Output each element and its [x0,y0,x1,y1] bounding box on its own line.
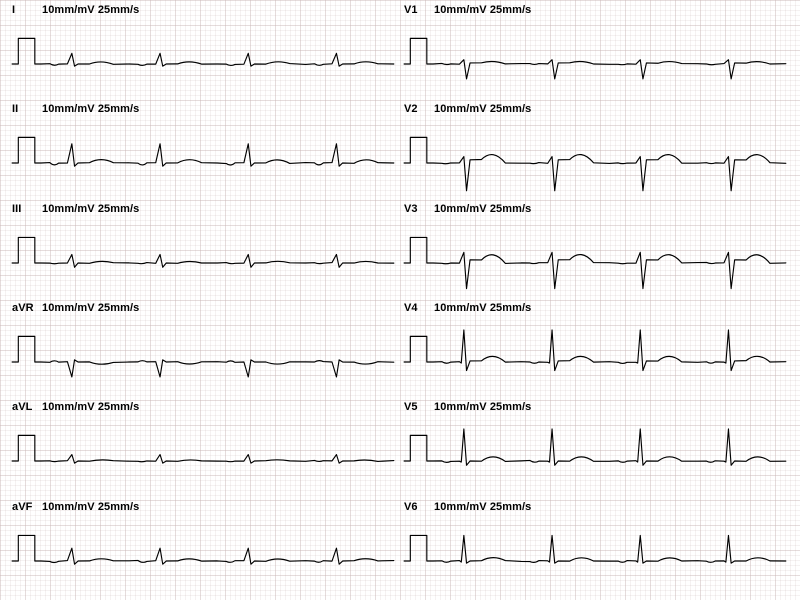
lead-cell-v3: V310mm/mV 25mm/s [400,201,792,300]
lead-scale-label: 10mm/mV 25mm/s [434,203,531,215]
lead-trace-svg [8,16,400,101]
ecg-waveform-v3 [404,237,786,288]
lead-name-label: V3 [404,203,432,215]
lead-scale-label: 10mm/mV 25mm/s [434,302,531,314]
lead-scale-label: 10mm/mV 25mm/s [42,4,139,16]
lead-scale-label: 10mm/mV 25mm/s [42,401,139,413]
ecg-waveform-iii [12,237,394,267]
lead-name-label: I [12,4,40,16]
lead-scale-label: 10mm/mV 25mm/s [42,302,139,314]
lead-scale-label: 10mm/mV 25mm/s [42,203,139,215]
lead-header: V310mm/mV 25mm/s [400,203,792,215]
lead-cell-v4: V410mm/mV 25mm/s [400,300,792,399]
lead-header: I10mm/mV 25mm/s [8,4,400,16]
lead-trace-wrap [8,513,400,598]
lead-cell-ii: II10mm/mV 25mm/s [8,101,400,200]
lead-header: V210mm/mV 25mm/s [400,103,792,115]
lead-cell-avl: aVL10mm/mV 25mm/s [8,399,400,498]
ecg-lead-grid: I10mm/mV 25mm/sII10mm/mV 25mm/sIII10mm/m… [0,0,800,600]
lead-scale-label: 10mm/mV 25mm/s [42,501,139,513]
lead-header: V510mm/mV 25mm/s [400,401,792,413]
lead-name-label: V5 [404,401,432,413]
lead-header: V410mm/mV 25mm/s [400,302,792,314]
lead-trace-svg [8,314,400,399]
lead-trace-svg [8,413,400,498]
lead-header: aVF10mm/mV 25mm/s [8,501,400,513]
lead-trace-wrap [8,413,400,498]
lead-cell-v2: V210mm/mV 25mm/s [400,101,792,200]
lead-trace-svg [400,215,792,300]
ecg-waveform-avl [12,436,394,464]
ecg-waveform-v2 [404,138,786,191]
ecg-waveform-v4 [404,330,786,371]
lead-trace-wrap [8,314,400,399]
lead-trace-wrap [400,513,792,598]
lead-cell-v5: V510mm/mV 25mm/s [400,399,792,498]
lead-trace-svg [8,115,400,200]
lead-trace-svg [8,513,400,598]
lead-header: V610mm/mV 25mm/s [400,501,792,513]
lead-cell-avr: aVR10mm/mV 25mm/s [8,300,400,399]
lead-name-label: aVF [12,501,40,513]
lead-trace-svg [400,16,792,101]
ecg-waveform-v1 [404,38,786,79]
lead-trace-wrap [400,16,792,101]
lead-cell-v6: V610mm/mV 25mm/s [400,499,792,598]
lead-name-label: V6 [404,501,432,513]
lead-trace-wrap [8,16,400,101]
ecg-waveform-ii [12,138,394,167]
lead-name-label: V1 [404,4,432,16]
lead-header: III10mm/mV 25mm/s [8,203,400,215]
ecg-waveform-avf [12,535,394,564]
lead-trace-wrap [8,115,400,200]
lead-scale-label: 10mm/mV 25mm/s [434,501,531,513]
lead-trace-svg [400,115,792,200]
lead-trace-svg [400,314,792,399]
ecg-waveform-v5 [404,429,786,465]
lead-scale-label: 10mm/mV 25mm/s [434,4,531,16]
lead-cell-iii: III10mm/mV 25mm/s [8,201,400,300]
lead-name-label: V2 [404,103,432,115]
ecg-waveform-avr [12,336,394,377]
lead-cell-i: I10mm/mV 25mm/s [8,2,400,101]
ecg-waveform-i [12,38,394,66]
lead-name-label: III [12,203,40,215]
lead-header: aVR10mm/mV 25mm/s [8,302,400,314]
ecg-waveform-v6 [404,535,786,563]
lead-header: II10mm/mV 25mm/s [8,103,400,115]
lead-trace-wrap [400,215,792,300]
lead-trace-svg [400,413,792,498]
lead-name-label: V4 [404,302,432,314]
lead-name-label: aVR [12,302,40,314]
lead-trace-svg [8,215,400,300]
lead-cell-v1: V110mm/mV 25mm/s [400,2,792,101]
lead-name-label: aVL [12,401,40,413]
lead-scale-label: 10mm/mV 25mm/s [434,103,531,115]
lead-scale-label: 10mm/mV 25mm/s [42,103,139,115]
lead-trace-wrap [400,413,792,498]
lead-trace-wrap [400,314,792,399]
lead-trace-wrap [400,115,792,200]
lead-header: V110mm/mV 25mm/s [400,4,792,16]
lead-trace-wrap [8,215,400,300]
lead-cell-avf: aVF10mm/mV 25mm/s [8,499,400,598]
lead-scale-label: 10mm/mV 25mm/s [434,401,531,413]
lead-name-label: II [12,103,40,115]
lead-header: aVL10mm/mV 25mm/s [8,401,400,413]
lead-trace-svg [400,513,792,598]
